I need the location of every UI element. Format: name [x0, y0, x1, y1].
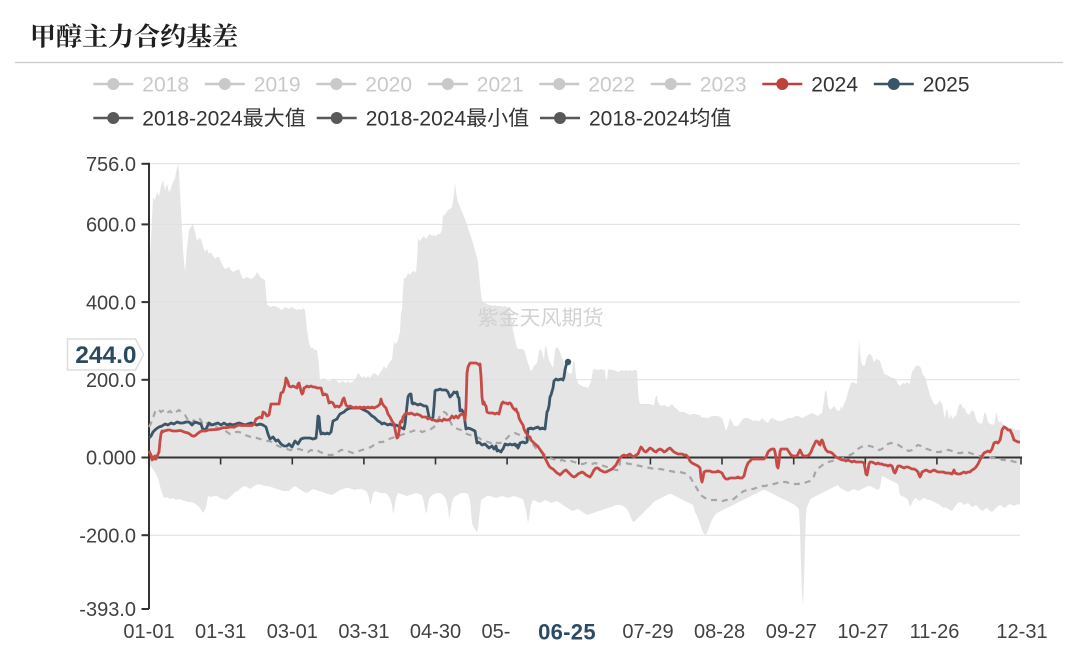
- svg-text:-200.0: -200.0: [79, 525, 136, 547]
- svg-text:01-31: 01-31: [195, 621, 246, 643]
- svg-text:03-01: 03-01: [267, 621, 318, 643]
- svg-text:2018-2024: 2018-2024: [589, 107, 690, 130]
- svg-text:756.0: 756.0: [86, 154, 136, 176]
- svg-text:08-28: 08-28: [694, 621, 745, 643]
- svg-text:200.0: 200.0: [86, 370, 136, 392]
- svg-text:600.0: 600.0: [86, 215, 136, 237]
- svg-text:04-30: 04-30: [410, 621, 461, 643]
- svg-text:-393.0: -393.0: [79, 599, 136, 621]
- svg-text:11-26: 11-26: [910, 621, 960, 643]
- svg-text:2024: 2024: [811, 73, 858, 96]
- svg-text:400.0: 400.0: [86, 292, 136, 314]
- svg-text:09-27: 09-27: [766, 621, 817, 643]
- svg-text:244.0: 244.0: [75, 342, 136, 369]
- svg-text:10-27: 10-27: [837, 621, 888, 643]
- svg-text:2018-2024: 2018-2024: [366, 107, 467, 130]
- svg-text:03-31: 03-31: [338, 621, 389, 643]
- svg-text:2023: 2023: [700, 73, 747, 96]
- svg-text:2019: 2019: [254, 73, 301, 96]
- svg-text:2018: 2018: [142, 73, 189, 96]
- svg-text:06-25: 06-25: [538, 620, 596, 645]
- svg-text:2025: 2025: [923, 73, 970, 96]
- svg-text:2022: 2022: [588, 73, 635, 96]
- svg-text:2020: 2020: [365, 73, 412, 96]
- svg-text:12-31: 12-31: [996, 621, 1047, 643]
- svg-text:2018-2024: 2018-2024: [142, 107, 243, 130]
- svg-text:07-29: 07-29: [622, 621, 673, 643]
- svg-text:0.000: 0.000: [86, 448, 136, 470]
- svg-text:2021: 2021: [477, 73, 524, 96]
- svg-text:01-01: 01-01: [123, 621, 174, 643]
